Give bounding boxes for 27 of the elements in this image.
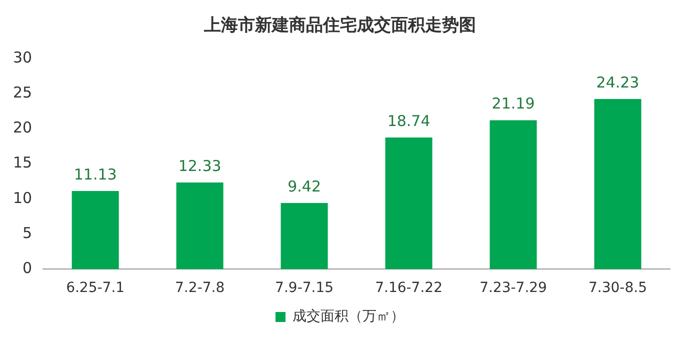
x-tick-label: 7.16-7.22	[375, 280, 442, 296]
x-tick-label: 7.9-7.15	[275, 280, 334, 296]
x-tick-label: 7.2-7.8	[175, 280, 225, 296]
y-tick-label: 0	[22, 259, 32, 278]
y-tick-label: 10	[12, 188, 32, 207]
x-tick-label: 7.23-7.29	[480, 280, 547, 296]
bar	[280, 203, 328, 270]
data-label: 9.42	[288, 177, 322, 196]
bar	[176, 182, 224, 270]
x-tick-label: 6.25-7.1	[66, 280, 125, 296]
data-label: 21.19	[492, 94, 535, 113]
bar	[490, 120, 537, 270]
chart-title: 上海市新建商品住宅成交面积走势图	[203, 16, 476, 36]
bar	[72, 190, 119, 270]
y-tick-label: 20	[12, 118, 32, 137]
data-label: 24.23	[596, 73, 640, 92]
bar	[594, 98, 642, 270]
bar	[385, 138, 432, 270]
y-tick-label: 5	[22, 224, 32, 242]
x-tick-label: 7.30-8.5	[588, 280, 648, 296]
legend-label: 成交面积（万㎡）	[292, 308, 404, 325]
data-label: 18.74	[387, 112, 430, 130]
data-label: 12.33	[178, 156, 222, 175]
y-tick-label: 25	[12, 83, 32, 102]
data-label: 11.13	[74, 165, 117, 184]
y-tick-label: 30	[12, 48, 32, 66]
y-tick-label: 15	[12, 154, 32, 172]
